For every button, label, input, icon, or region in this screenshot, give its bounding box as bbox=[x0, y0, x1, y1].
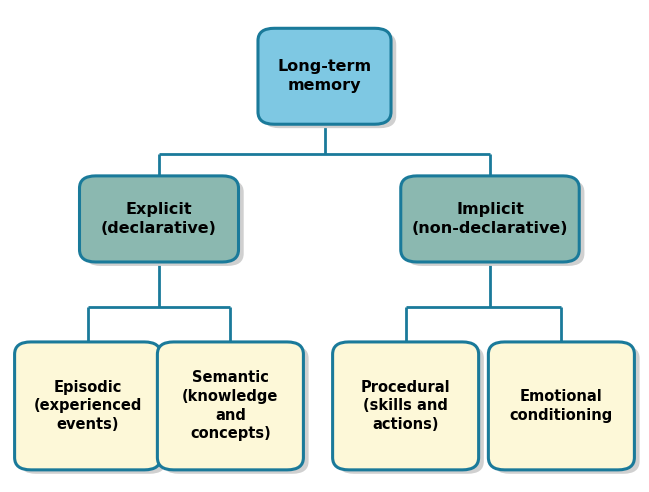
FancyBboxPatch shape bbox=[157, 342, 303, 470]
Text: Implicit
(non-declarative): Implicit (non-declarative) bbox=[411, 202, 569, 236]
FancyBboxPatch shape bbox=[263, 32, 396, 128]
FancyBboxPatch shape bbox=[162, 346, 309, 474]
FancyBboxPatch shape bbox=[20, 346, 166, 474]
FancyBboxPatch shape bbox=[258, 29, 391, 124]
Text: Emotional
conditioning: Emotional conditioning bbox=[509, 389, 613, 423]
FancyBboxPatch shape bbox=[488, 342, 634, 470]
FancyBboxPatch shape bbox=[15, 342, 161, 470]
Text: Episodic
(experienced
events): Episodic (experienced events) bbox=[34, 380, 141, 432]
FancyBboxPatch shape bbox=[337, 346, 484, 474]
FancyBboxPatch shape bbox=[84, 180, 244, 266]
Text: Long-term
memory: Long-term memory bbox=[277, 60, 372, 93]
Text: Procedural
(skills and
actions): Procedural (skills and actions) bbox=[361, 380, 450, 432]
FancyBboxPatch shape bbox=[493, 346, 639, 474]
FancyBboxPatch shape bbox=[332, 342, 478, 470]
FancyBboxPatch shape bbox=[400, 176, 579, 262]
FancyBboxPatch shape bbox=[406, 180, 584, 266]
Text: Explicit
(declarative): Explicit (declarative) bbox=[101, 202, 217, 236]
Text: Semantic
(knowledge
and
concepts): Semantic (knowledge and concepts) bbox=[182, 370, 278, 441]
FancyBboxPatch shape bbox=[79, 176, 239, 262]
